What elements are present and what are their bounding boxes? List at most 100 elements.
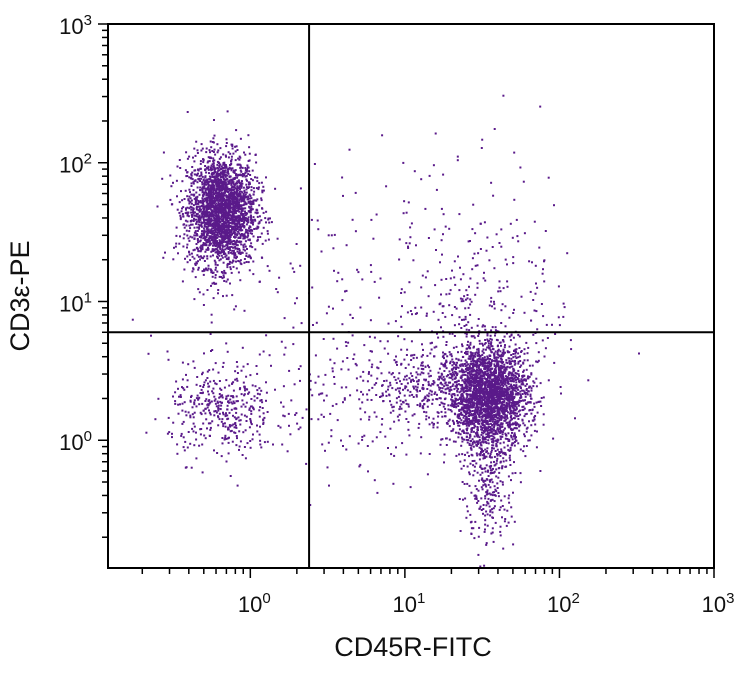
data-point [227,223,230,226]
data-point [493,373,495,376]
data-point [249,200,252,203]
data-point [238,223,241,226]
data-point [228,176,231,179]
data-point [233,209,236,212]
data-point [485,455,488,458]
data-point [218,275,221,278]
data-point [190,396,192,398]
data-point [231,440,234,443]
data-point [236,250,239,253]
data-point [479,452,482,455]
data-point [493,357,496,359]
data-point [247,216,250,219]
data-point [496,428,499,431]
data-point [535,446,538,449]
data-point [245,191,248,194]
data-point [261,191,264,194]
data-point [249,440,252,442]
data-point [246,179,248,182]
data-point [226,240,229,243]
data-point [221,271,224,274]
data-point [487,397,490,400]
data-point [244,231,247,234]
data-point [224,414,227,417]
data-point [466,369,469,372]
data-point [201,181,204,184]
data-point [499,366,502,369]
data-point [524,455,527,458]
data-point [222,422,225,425]
data-point [232,207,235,209]
data-point [199,180,202,182]
data-point [221,394,224,397]
data-point [504,427,506,430]
data-point [519,360,522,362]
data-point [207,230,210,232]
data-point [187,211,190,214]
data-point [465,353,468,356]
data-point [199,200,202,202]
data-point [180,432,183,435]
data-point [181,199,184,202]
data-point [240,183,243,186]
data-point [228,166,231,169]
data-point [205,227,208,230]
data-point [455,431,457,434]
data-point [230,271,233,274]
data-point [238,232,241,235]
data-point [205,197,208,200]
data-point [214,229,216,232]
data-point [256,392,259,395]
data-point [206,192,208,195]
data-point [490,381,493,383]
data-point [517,360,520,363]
data-point [246,221,249,224]
data-point [238,388,241,391]
data-point [252,235,255,238]
data-point [219,156,222,159]
data-point [202,384,205,386]
data-point [235,400,238,403]
data-point [247,195,250,198]
data-point [220,226,223,228]
data-point [175,380,178,383]
data-point [509,423,512,426]
data-point [195,221,198,223]
data-point [194,203,197,206]
data-point [505,410,508,412]
data-point [193,218,196,221]
data-point [515,436,517,439]
data-point [218,393,221,395]
data-point [234,145,237,148]
data-point [192,204,195,207]
data-point [466,344,469,346]
data-point [498,377,501,380]
data-point [238,217,241,220]
data-point [230,183,233,186]
data-point [214,410,217,412]
data-point [237,252,240,255]
data-point [236,230,239,233]
data-point [444,407,447,410]
data-point [248,426,251,429]
data-point [473,409,476,412]
data-point [208,434,211,437]
data-point [175,242,178,245]
data-point [198,208,201,211]
data-point [262,185,265,188]
data-point [459,417,462,420]
data-point [170,203,173,206]
data-point [200,249,203,252]
data-point [227,258,230,261]
data-point [224,169,227,172]
data-point [203,181,206,184]
data-point [478,446,481,449]
data-point [218,225,221,228]
data-point [236,437,238,440]
data-point [207,186,210,189]
data-point [516,402,519,405]
data-point [197,178,200,181]
data-point [228,204,231,207]
data-point [457,351,459,354]
data-point [225,437,228,440]
